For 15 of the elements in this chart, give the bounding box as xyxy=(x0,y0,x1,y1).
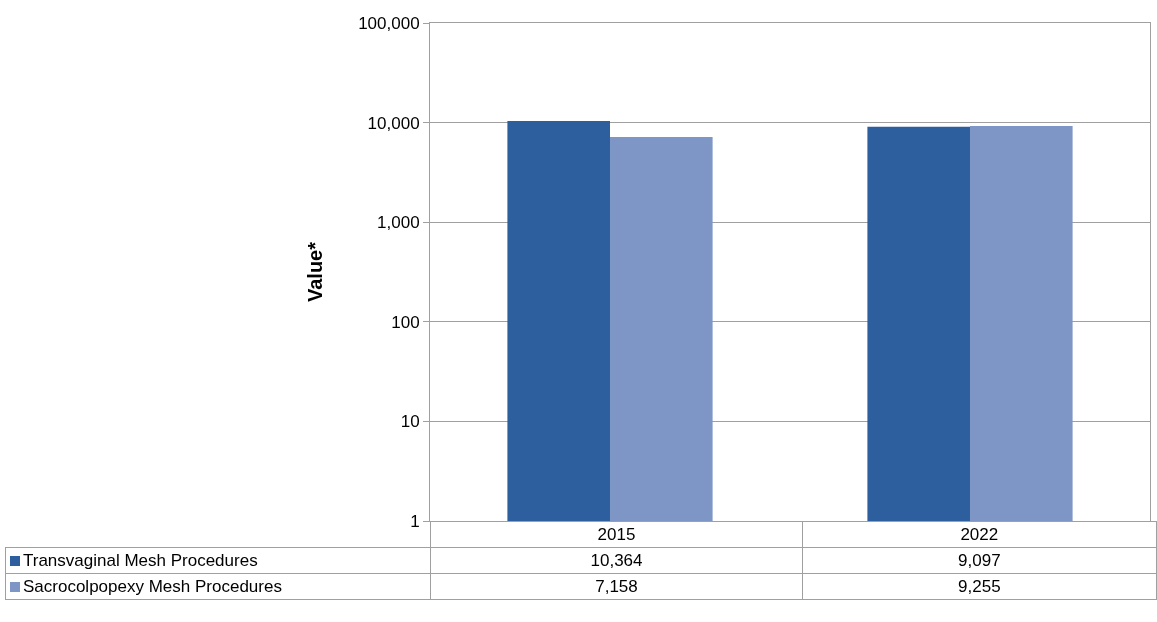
data-label: 9,097 xyxy=(802,547,1157,574)
x-tick-label: 2022 xyxy=(802,521,1157,548)
y-tick-label: 10 xyxy=(400,412,420,432)
y-tick-label: 1,000 xyxy=(377,213,420,233)
y-axis-title: Value* xyxy=(303,241,326,303)
legend-label: Transvaginal Mesh Procedures xyxy=(5,547,431,574)
y-tick-label: 1 xyxy=(410,511,420,531)
data-label: 9,255 xyxy=(802,573,1157,600)
y-tick-label: 100 xyxy=(391,312,420,332)
y-tick-label: 10,000 xyxy=(367,113,420,133)
x-tick-label: 2015 xyxy=(430,521,803,548)
data-label: 7,158 xyxy=(430,573,803,600)
y-tick-label: 100,000 xyxy=(358,13,420,33)
legend-label: Sacrocolpopexy Mesh Procedures xyxy=(5,573,431,600)
data-label: 10,364 xyxy=(430,547,803,574)
